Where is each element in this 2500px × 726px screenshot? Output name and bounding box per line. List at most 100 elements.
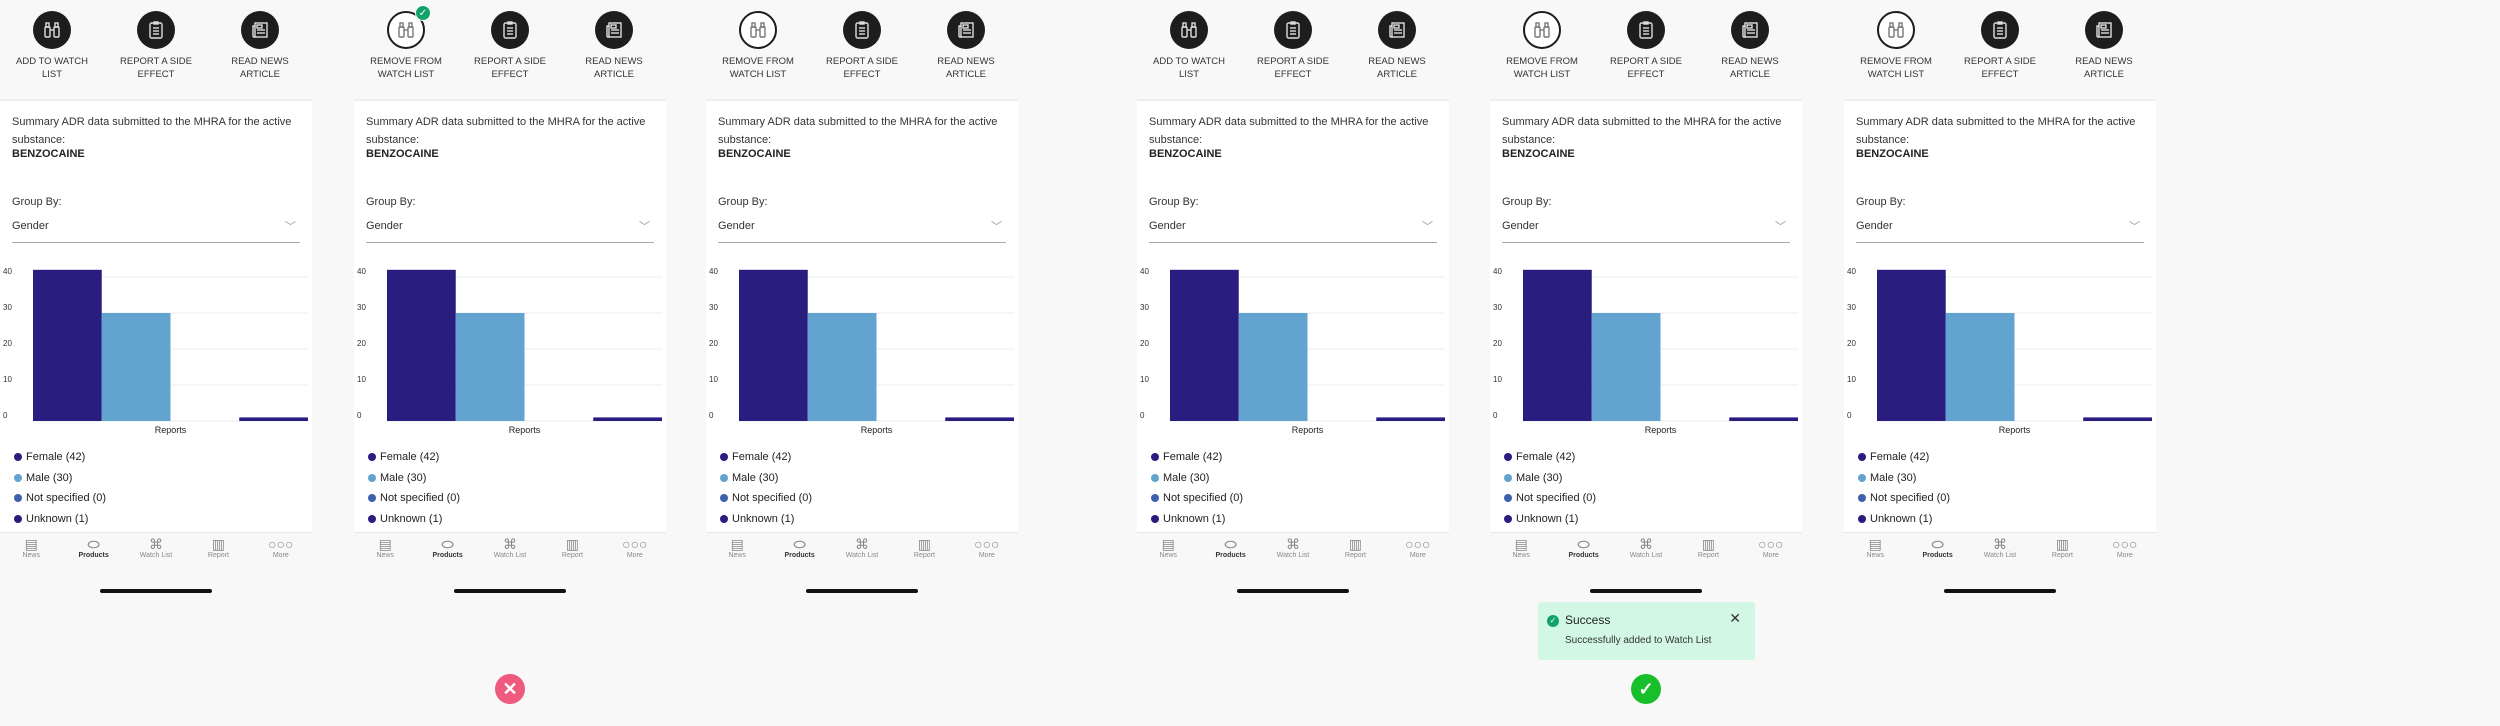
tab-news[interactable]: ▤ News [354,533,416,564]
legend-item[interactable]: Male (30) [1151,468,1243,489]
legend-item[interactable]: Unknown (1) [1504,509,1596,530]
legend-dot [720,494,728,503]
tab-report[interactable]: ▥ Report [893,533,955,564]
fail-x-icon: ✕ [495,674,525,704]
tab-report[interactable]: ▥ Report [1677,533,1739,564]
remove-from-watch-list-button[interactable]: REMOVE FROM WATCH LIST [1844,0,1948,99]
binoculars-icon: ⌘ [1639,536,1654,552]
tab-watch-list[interactable]: ⌘ Watch List [125,533,187,564]
tab-products[interactable]: ⬭ Products [1552,533,1614,564]
legend-item[interactable]: Not specified (0) [1504,488,1596,509]
report-side-effect-button[interactable]: REPORT A SIDE EFFECT [104,0,208,99]
legend-item[interactable]: Female (42) [1151,447,1243,468]
read-news-article-button[interactable]: READ NEWS ARTICLE [914,0,1018,99]
tab-report[interactable]: ▥ Report [1324,533,1386,564]
tab-report[interactable]: ▥ Report [2031,533,2093,564]
legend-item[interactable]: Not specified (0) [720,488,812,509]
tab-more[interactable]: ○○○ More [1387,533,1449,564]
read-news-article-button[interactable]: READ NEWS ARTICLE [208,0,312,99]
binoculars-icon [1877,11,1915,49]
read-news-article-button[interactable]: READ NEWS ARTICLE [2052,0,2156,99]
add-to-watch-list-button[interactable]: ADD TO WATCH LIST [0,0,104,99]
legend-item[interactable]: Not specified (0) [1151,488,1243,509]
x-axis-label: Reports [861,425,893,435]
tab-more[interactable]: ○○○ More [1740,533,1802,564]
group-by-select[interactable]: Gender ﹀ [718,220,1006,243]
legend-item[interactable]: Unknown (1) [1858,509,1950,530]
action-label: REMOVE FROM WATCH LIST [1860,56,1932,80]
legend-item[interactable]: Female (42) [1858,447,1950,468]
tab-products[interactable]: ⬭ Products [62,533,124,564]
pill-icon: ⬭ [441,536,454,552]
legend-item[interactable]: Unknown (1) [368,509,460,530]
legend-item[interactable]: Female (42) [368,447,460,468]
tab-news[interactable]: ▤ News [1490,533,1552,564]
legend-label: Unknown (1) [1870,512,1933,525]
tab-label: Report [913,552,935,559]
y-tick-label: 30 [357,303,366,312]
report-side-effect-button[interactable]: REPORT A SIDE EFFECT [1241,0,1345,99]
report-side-effect-button[interactable]: REPORT A SIDE EFFECT [1948,0,2052,99]
more-icon: ○○○ [268,536,294,552]
close-icon[interactable]: ✕ [1729,610,1741,626]
report-side-effect-button[interactable]: REPORT A SIDE EFFECT [810,0,914,99]
remove-from-watch-list-button[interactable]: ✓ REMOVE FROM WATCH LIST [354,0,458,99]
tab-products[interactable]: ⬭ Products [416,533,478,564]
y-tick-label: 10 [1140,375,1149,384]
add-to-watch-list-button[interactable]: ADD TO WATCH LIST [1137,0,1241,99]
tab-label: Products [78,552,109,559]
action-label: REPORT A SIDE EFFECT [120,56,192,80]
tab-news[interactable]: ▤ News [1844,533,1906,564]
tab-products[interactable]: ⬭ Products [768,533,830,564]
more-icon: ○○○ [1758,536,1784,552]
substance-name: BENZOCAINE [366,148,439,160]
group-by-select[interactable]: Gender ﹀ [1502,220,1790,243]
group-by-select[interactable]: Gender ﹀ [12,220,300,243]
legend-item[interactable]: Female (42) [14,447,106,468]
bar-unknown [945,417,1014,421]
legend-item[interactable]: Unknown (1) [14,509,106,530]
legend-item[interactable]: Unknown (1) [720,509,812,530]
tab-more[interactable]: ○○○ More [604,533,666,564]
news-icon: ▤ [378,536,392,552]
legend-item[interactable]: Male (30) [368,468,460,489]
remove-from-watch-list-button[interactable]: REMOVE FROM WATCH LIST [1490,0,1594,99]
tab-watch-list[interactable]: ⌘ Watch List [1969,533,2031,564]
tab-watch-list[interactable]: ⌘ Watch List [1262,533,1324,564]
tab-report[interactable]: ▥ Report [541,533,603,564]
report-side-effect-button[interactable]: REPORT A SIDE EFFECT [458,0,562,99]
tab-watch-list[interactable]: ⌘ Watch List [479,533,541,564]
tab-watch-list[interactable]: ⌘ Watch List [1615,533,1677,564]
success-toast: ✓ Success ✕ Successfully added to Watch Lis… [1538,602,1755,660]
legend-item[interactable]: Unknown (1) [1151,509,1243,530]
newspaper-icon [1731,11,1769,49]
legend-item[interactable]: Not specified (0) [14,488,106,509]
tab-more[interactable]: ○○○ More [956,533,1018,564]
tab-news[interactable]: ▤ News [1137,533,1199,564]
tab-more[interactable]: ○○○ More [250,533,312,564]
legend-item[interactable]: Male (30) [720,468,812,489]
read-news-article-button[interactable]: READ NEWS ARTICLE [1698,0,1802,99]
group-by-select[interactable]: Gender ﹀ [366,220,654,243]
legend-item[interactable]: Female (42) [1504,447,1596,468]
tab-watch-list[interactable]: ⌘ Watch List [831,533,893,564]
legend-item[interactable]: Female (42) [720,447,812,468]
read-news-article-button[interactable]: READ NEWS ARTICLE [562,0,666,99]
group-by-select[interactable]: Gender ﹀ [1856,220,2144,243]
tab-news[interactable]: ▤ News [0,533,62,564]
legend-item[interactable]: Not specified (0) [1858,488,1950,509]
legend-item[interactable]: Male (30) [1858,468,1950,489]
read-news-article-button[interactable]: READ NEWS ARTICLE [1345,0,1449,99]
legend-item[interactable]: Not specified (0) [368,488,460,509]
tab-report[interactable]: ▥ Report [187,533,249,564]
report-side-effect-button[interactable]: REPORT A SIDE EFFECT [1594,0,1698,99]
tab-products[interactable]: ⬭ Products [1199,533,1261,564]
legend-item[interactable]: Male (30) [1504,468,1596,489]
remove-from-watch-list-button[interactable]: REMOVE FROM WATCH LIST [706,0,810,99]
y-tick-label: 20 [357,339,366,348]
tab-products[interactable]: ⬭ Products [1906,533,1968,564]
tab-more[interactable]: ○○○ More [2094,533,2156,564]
legend-item[interactable]: Male (30) [14,468,106,489]
group-by-select[interactable]: Gender ﹀ [1149,220,1437,243]
tab-news[interactable]: ▤ News [706,533,768,564]
